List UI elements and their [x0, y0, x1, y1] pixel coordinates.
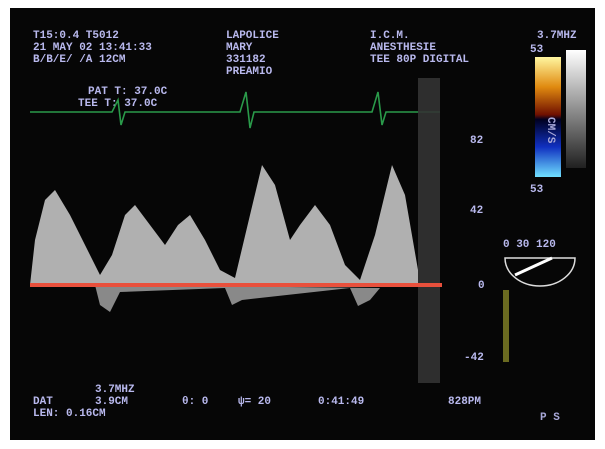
- header-line: T15:0.4 T5012: [33, 30, 119, 42]
- velocity-tick: 42: [470, 205, 483, 217]
- footer-time: 0:41:49: [318, 396, 364, 408]
- footer-length: LEN: 0.16CM: [33, 408, 106, 420]
- header-line: 21 MAY 02 13:41:33: [33, 42, 152, 54]
- footer-angle: θ: 0: [182, 396, 208, 408]
- footer-depth: 3.9CM: [95, 396, 128, 408]
- sweep-marker: [418, 78, 440, 383]
- ultrasound-screen: T15:0.4 T5012 21 MAY 02 13:41:33 B/B/E/ …: [0, 0, 605, 449]
- footer-frequency: 3.7MHZ: [95, 384, 135, 396]
- frequency: 3.7MHZ: [537, 30, 577, 42]
- footer-filter: ψ= 20: [238, 396, 271, 408]
- color-scale-bottom: 53: [530, 184, 544, 196]
- patient-line: MARY: [226, 42, 253, 54]
- footer-orientation: P S: [540, 412, 560, 424]
- patient-line: LAPOLICE: [226, 30, 279, 42]
- footer-clock: 828PM: [448, 396, 481, 408]
- angle-scale: 0 30 120: [503, 239, 556, 251]
- color-scale-top: 53: [530, 44, 544, 56]
- patient-line: 331182: [226, 54, 266, 66]
- color-scale-unit: CM/S: [544, 117, 556, 144]
- footer-gate: DAT: [33, 396, 53, 408]
- temperature: PAT T: 37.0C: [88, 86, 168, 98]
- institution-line: TEE 80P DIGITAL: [370, 54, 469, 66]
- gray-bar: [566, 50, 586, 168]
- patient-line: PREAMIO: [226, 66, 273, 78]
- institution-line: I.C.M.: [370, 30, 410, 42]
- velocity-tick: -42: [464, 352, 484, 364]
- side-scale: [503, 290, 509, 362]
- velocity-tick: 0: [478, 280, 485, 292]
- velocity-tick: 82: [470, 135, 483, 147]
- institution-line: ANESTHESIE: [370, 42, 436, 54]
- page: {"header": { "left": ["T15:0.4 T5012", "…: [0, 0, 605, 449]
- header-line: B/B/E/ /A 12CM: [33, 54, 126, 66]
